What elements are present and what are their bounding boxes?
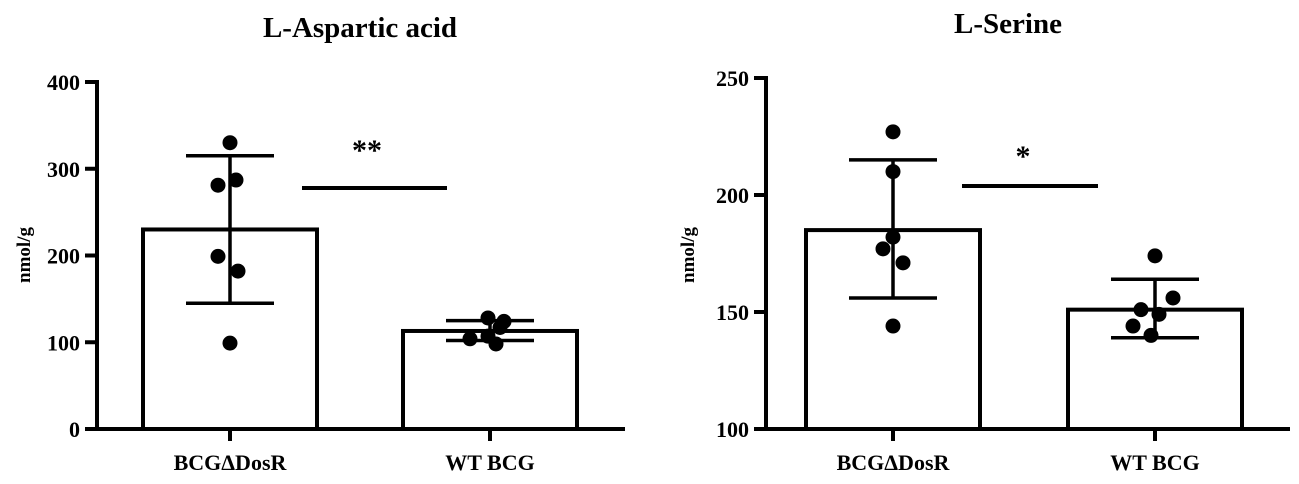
data-point xyxy=(1133,302,1149,318)
data-point xyxy=(222,335,238,351)
chart-panel-serine: L-Serine nmol/g 100 150 200 250 BCGΔDosR… xyxy=(678,8,1290,475)
y-ticks: 100 150 200 250 xyxy=(716,66,766,442)
data-point xyxy=(1143,327,1159,343)
y-tick-label: 250 xyxy=(716,66,749,91)
x-tick-label: WT BCG xyxy=(1110,450,1199,475)
significance-marker: ** xyxy=(352,134,382,167)
data-point xyxy=(210,177,226,193)
data-point xyxy=(1151,306,1167,322)
y-axis-label: nmol/g xyxy=(678,227,699,283)
data-point xyxy=(480,310,496,326)
error-bar xyxy=(849,158,937,300)
x-ticks: BCGΔDosR WT BCG xyxy=(174,429,535,475)
significance-marker: * xyxy=(1016,140,1031,173)
y-ticks: 0 100 200 300 400 xyxy=(47,70,97,442)
points-group-1 xyxy=(462,310,512,352)
data-point xyxy=(492,320,508,336)
y-axis-label: nmol/g xyxy=(14,227,35,283)
y-tick-label: 200 xyxy=(716,183,749,208)
x-tick-label: WT BCG xyxy=(445,450,534,475)
x-ticks: BCGΔDosR WT BCG xyxy=(837,429,1200,475)
data-point xyxy=(230,263,246,279)
y-tick-label: 200 xyxy=(47,244,80,269)
x-tick-label: BCGΔDosR xyxy=(837,450,951,475)
data-point xyxy=(1165,290,1181,306)
y-tick-label: 400 xyxy=(47,70,80,95)
y-tick-label: 100 xyxy=(716,417,749,442)
data-point xyxy=(1125,318,1141,334)
data-point xyxy=(885,124,901,140)
data-point xyxy=(222,135,238,151)
data-point xyxy=(885,229,901,245)
y-tick-label: 0 xyxy=(69,417,80,442)
y-tick-label: 300 xyxy=(47,157,80,182)
data-point xyxy=(488,336,504,352)
data-point xyxy=(462,331,478,347)
points-group-1 xyxy=(1125,248,1181,343)
chart-title: L-Serine xyxy=(954,8,1062,40)
y-tick-label: 150 xyxy=(716,300,749,325)
y-tick-label: 100 xyxy=(47,330,80,355)
chart-panel-aspartic-acid: L-Aspartic acid nmol/g 0 100 200 300 400… xyxy=(14,12,625,475)
chart-title: L-Aspartic acid xyxy=(263,12,457,44)
data-point xyxy=(885,318,901,334)
data-point xyxy=(875,241,891,257)
data-point xyxy=(1147,248,1163,264)
data-point xyxy=(210,248,226,264)
points-group-0 xyxy=(875,124,911,334)
points-group-0 xyxy=(210,135,246,351)
data-point xyxy=(885,164,901,180)
x-tick-label: BCGΔDosR xyxy=(174,450,288,475)
data-point xyxy=(228,172,244,188)
data-point xyxy=(895,255,911,271)
